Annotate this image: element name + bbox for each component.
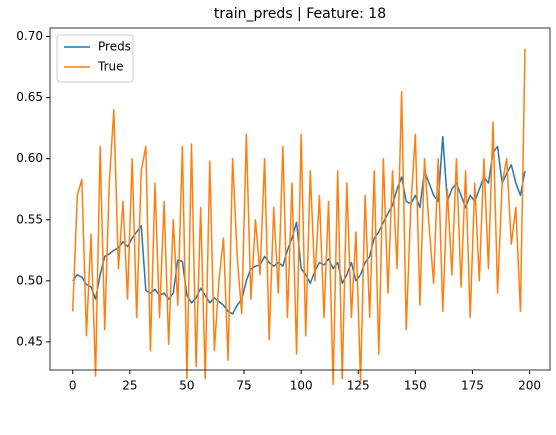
y-tick-label: 0.50 [16, 273, 43, 287]
legend-label: True [97, 60, 124, 74]
chart-title: train_preds | Feature: 18 [214, 6, 386, 22]
x-tick-label: 150 [404, 379, 427, 393]
axes-frame [49, 27, 551, 371]
legend-label: Preds [98, 40, 131, 54]
x-tick-label: 125 [347, 379, 370, 393]
x-tick-label: 175 [461, 379, 484, 393]
y-tick-label: 0.70 [16, 29, 43, 43]
x-tick-label: 75 [236, 379, 251, 393]
series-line [71, 48, 526, 386]
y-tick-label: 0.60 [16, 151, 43, 165]
x-tick-label: 50 [179, 379, 194, 393]
x-tick-label: 0 [69, 379, 77, 393]
y-tick-label: 0.45 [16, 334, 43, 348]
y-tick-label: 0.65 [16, 90, 43, 104]
x-tick-label: 100 [290, 379, 313, 393]
x-tick-label: 25 [122, 379, 137, 393]
y-tick-label: 0.55 [16, 212, 43, 226]
x-tick-label: 200 [518, 379, 541, 393]
